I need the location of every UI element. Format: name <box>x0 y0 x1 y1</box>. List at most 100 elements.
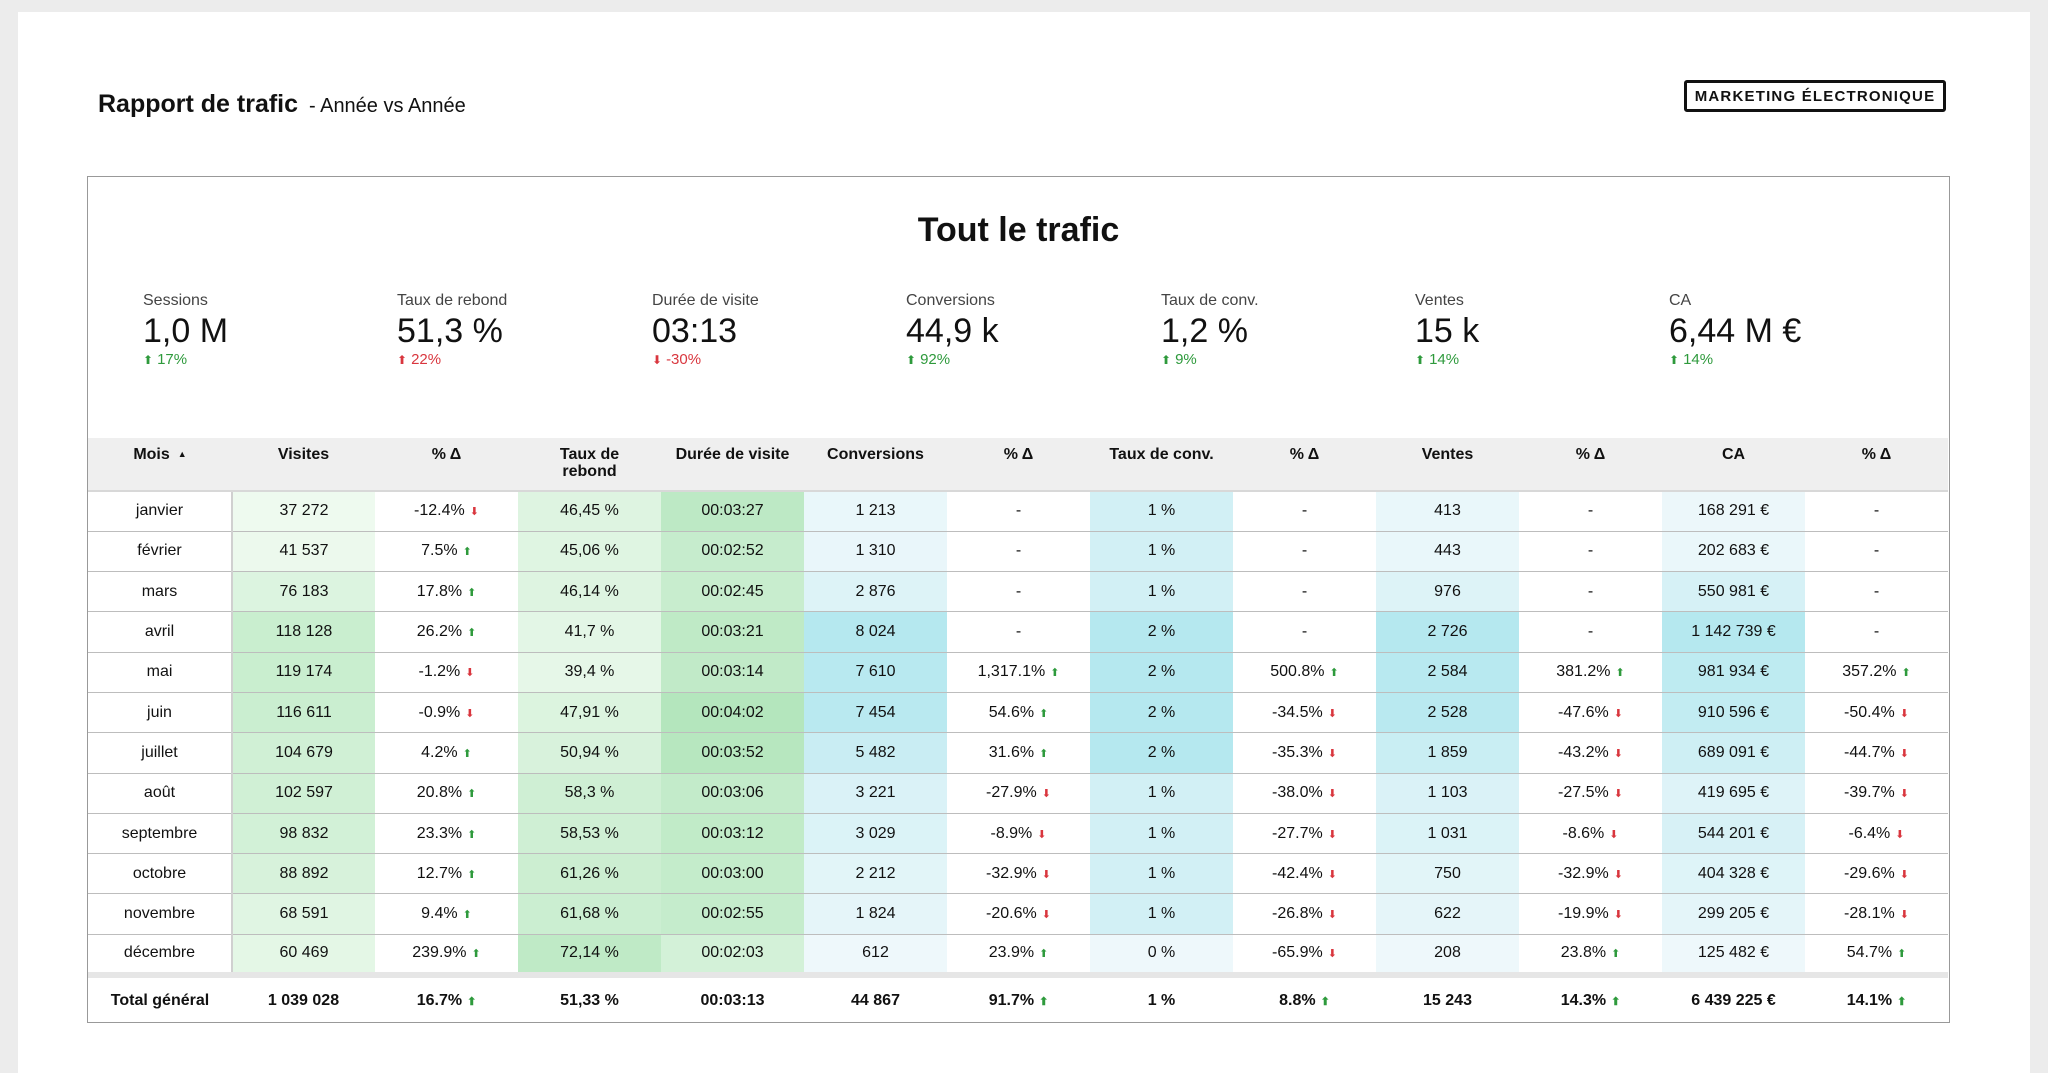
column-header[interactable]: CA <box>1662 438 1805 492</box>
table-cell: 910 596 € <box>1662 692 1805 734</box>
cell-value: 7.5% <box>421 542 458 560</box>
table-cell: - <box>947 531 1090 573</box>
cell-value: 23.3% <box>416 824 463 842</box>
table-cell: 2 % <box>1090 692 1233 734</box>
table-row: octobre 88 892 12.7% ⬆ 61,26 % 00:03:00 2 212 -… <box>88 853 1948 895</box>
cell-value: 61,68 % <box>560 905 619 923</box>
column-header[interactable]: Taux de conv. <box>1090 438 1233 492</box>
cell-value: -42.4% <box>1272 864 1323 882</box>
column-header[interactable]: Mois ▲ <box>88 438 232 492</box>
cell-value: 2 584 <box>1427 663 1468 681</box>
cell-value: - <box>1301 542 1308 560</box>
table-cell: -35.3% ⬇ <box>1233 732 1376 774</box>
total-cell: 14.3% ⬆ <box>1519 971 1662 1019</box>
cell-value: 750 <box>1434 864 1461 882</box>
cell-value: 116 611 <box>276 703 332 721</box>
table-cell: 58,3 % <box>518 773 661 814</box>
column-header[interactable]: % Δ <box>375 438 518 492</box>
table-cell: 104 679 <box>232 732 375 774</box>
arrow-up-icon: ⬆ <box>1669 353 1680 367</box>
table-cell: 41,7 % <box>518 611 661 653</box>
arrow-down-icon: ⬇ <box>1327 948 1337 961</box>
table-cell: -32.9% ⬇ <box>947 853 1090 895</box>
arrow-down-icon: ⬇ <box>465 707 475 720</box>
column-header[interactable]: Ventes <box>1376 438 1519 492</box>
table-cell: 357.2% ⬆ <box>1805 652 1948 693</box>
cell-value: -26.8% <box>1272 905 1323 923</box>
cell-value: 419 695 € <box>1697 784 1770 802</box>
cell-value: -32.9% <box>986 864 1037 882</box>
cell-value: 00:03:13 <box>700 991 765 1009</box>
arrow-down-icon: ⬇ <box>1037 828 1047 841</box>
cell-value: -6.4% <box>1848 824 1891 842</box>
column-header-label: Taux de rebond <box>559 446 620 480</box>
cell-value: - <box>1587 582 1594 600</box>
cell-value: 381.2% <box>1556 663 1611 681</box>
total-cell: 14.1% ⬆ <box>1805 971 1948 1019</box>
arrow-up-icon: ⬆ <box>467 868 477 881</box>
column-header[interactable]: % Δ <box>1519 438 1662 492</box>
column-header-label: Ventes <box>1421 446 1474 463</box>
table-cell: 1 % <box>1090 773 1233 814</box>
arrow-down-icon: ⬇ <box>1895 828 1905 841</box>
table-cell: 7.5% ⬆ <box>375 531 518 573</box>
cell-value: 910 596 € <box>1697 703 1770 721</box>
column-header[interactable]: % Δ <box>1805 438 1948 492</box>
table-cell: 981 934 € <box>1662 652 1805 693</box>
kpi-change: ⬆ 92% <box>906 351 1126 368</box>
cell-value: mai <box>146 663 173 681</box>
cell-value: -43.2% <box>1558 743 1609 761</box>
column-header[interactable]: Visites <box>232 438 375 492</box>
cell-value: 00:03:12 <box>701 824 764 842</box>
table-cell: - <box>947 491 1090 532</box>
arrow-up-icon: ⬆ <box>1611 948 1621 961</box>
arrow-up-icon: ⬆ <box>1039 948 1049 961</box>
table-cell: -50.4% ⬇ <box>1805 692 1948 734</box>
arrow-up-icon: ⬆ <box>1611 995 1621 1008</box>
table-cell: 00:02:55 <box>661 893 804 935</box>
sort-ascending-icon[interactable]: ▲ <box>177 449 187 459</box>
table-cell: 2 528 <box>1376 692 1519 734</box>
total-cell: 1 039 028 <box>232 971 375 1019</box>
column-header[interactable]: Durée de visite <box>661 438 804 492</box>
table-cell: -8.6% ⬇ <box>1519 813 1662 855</box>
table-row: mai 119 174 -1.2% ⬇ 39,4 % 00:03:14 7 610 1,317… <box>88 652 1948 693</box>
table-cell: 3 029 <box>804 813 947 855</box>
table-row: septembre 98 832 23.3% ⬆ 58,53 % 00:03:12 3 02… <box>88 813 1948 855</box>
kpi-value: 03:13 <box>652 312 738 350</box>
cell-value: 47,91 % <box>560 703 619 721</box>
column-header-label: % Δ <box>1289 446 1320 463</box>
table-cell: 8 024 <box>804 611 947 653</box>
total-cell: 1 % <box>1090 971 1233 1019</box>
cell-value: 119 174 <box>275 663 333 681</box>
cell-value: 2 % <box>1147 703 1176 721</box>
table-cell: 116 611 <box>232 692 375 734</box>
table-cell: 68 591 <box>232 893 375 935</box>
arrow-down-icon: ⬇ <box>469 506 479 519</box>
table-row: avril 118 128 26.2% ⬆ 41,7 % 00:03:21 8 024 - 2 … <box>88 611 1948 653</box>
cell-value: -47.6% <box>1558 703 1609 721</box>
column-header[interactable]: % Δ <box>1233 438 1376 492</box>
column-header[interactable]: Conversions <box>804 438 947 492</box>
table-cell: 2 212 <box>804 853 947 895</box>
arrow-down-icon: ⬇ <box>1613 707 1623 720</box>
table-row: juillet 104 679 4.2% ⬆ 50,94 % 00:03:52 5 482 3… <box>88 732 1948 774</box>
column-header[interactable]: % Δ <box>947 438 1090 492</box>
cell-value: 3 221 <box>855 784 896 802</box>
cell-value: -44.7% <box>1844 743 1895 761</box>
arrow-up-icon: ⬆ <box>1320 995 1330 1008</box>
cell-value: 00:03:21 <box>701 623 764 641</box>
column-header[interactable]: Taux de rebond <box>518 438 661 492</box>
cell-value: 1 % <box>1147 784 1176 802</box>
table-cell: 98 832 <box>232 813 375 855</box>
table-cell: 118 128 <box>232 611 375 653</box>
cell-value: 544 201 € <box>1697 824 1770 842</box>
cell-value: 0 % <box>1147 944 1176 962</box>
cell-value: 976 <box>1434 582 1461 600</box>
cell-value: 2 876 <box>855 582 896 600</box>
table-cell: 1 213 <box>804 491 947 532</box>
kpi-value: 1,2 % <box>1161 312 1248 350</box>
month-cell: septembre <box>88 813 233 855</box>
cell-value: 41 537 <box>279 542 329 560</box>
table-cell: 61,68 % <box>518 893 661 935</box>
